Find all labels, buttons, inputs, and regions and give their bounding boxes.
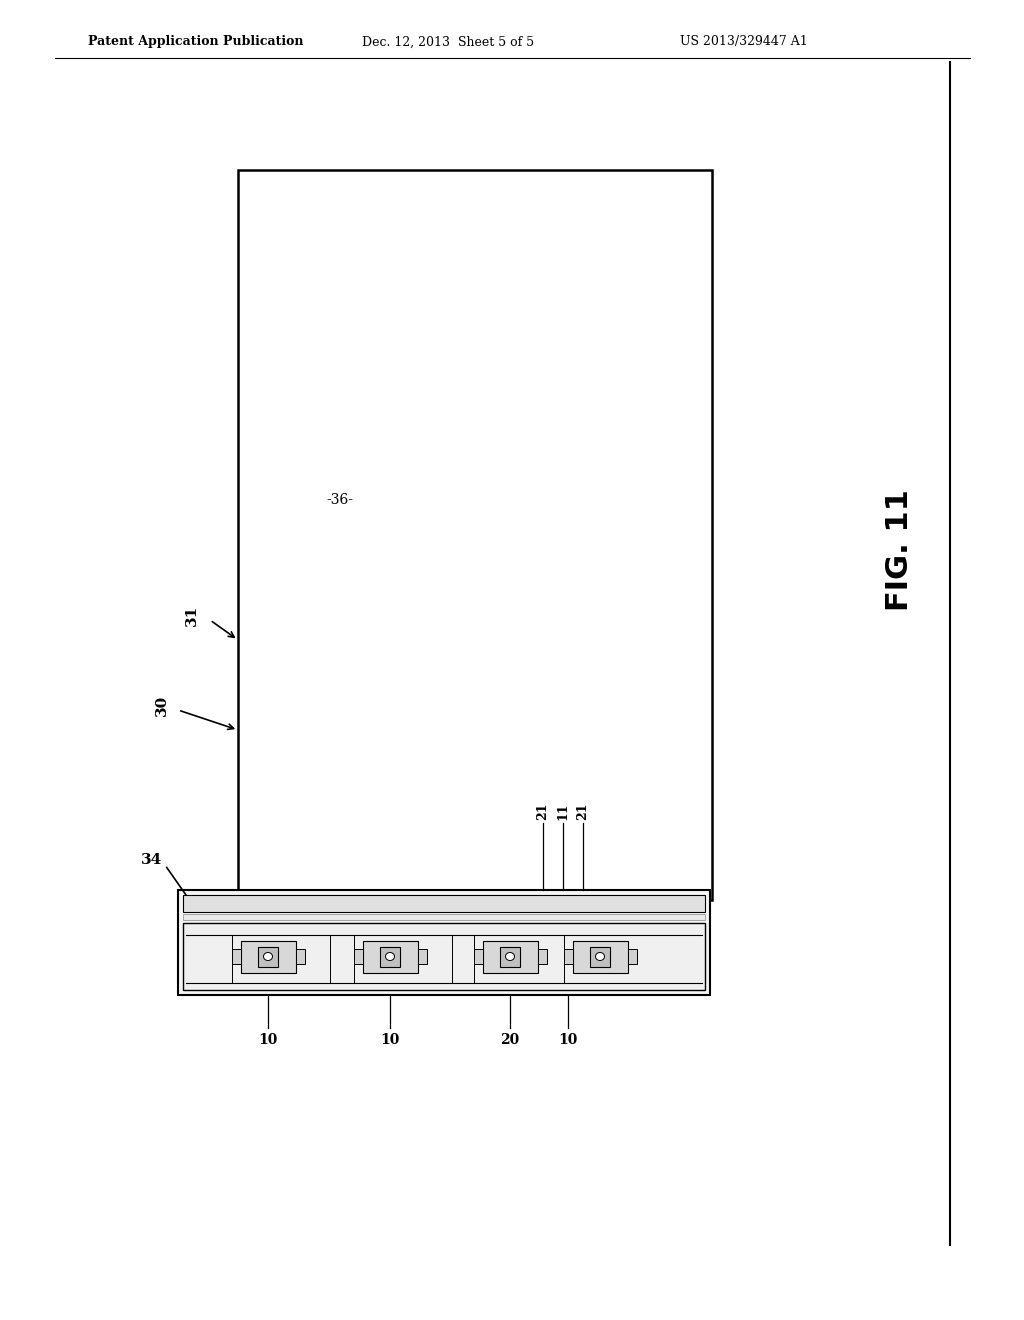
Bar bbox=[418, 949, 427, 964]
Bar bbox=[380, 946, 400, 966]
Ellipse shape bbox=[596, 953, 604, 961]
Bar bbox=[563, 949, 572, 964]
Text: 20: 20 bbox=[501, 1034, 519, 1047]
Text: US 2013/329447 A1: US 2013/329447 A1 bbox=[680, 36, 808, 49]
Text: 21: 21 bbox=[537, 803, 550, 820]
Text: 10: 10 bbox=[380, 1034, 399, 1047]
Bar bbox=[628, 949, 637, 964]
Text: 11: 11 bbox=[556, 803, 569, 820]
Text: -36-: -36- bbox=[327, 492, 353, 507]
Bar bbox=[296, 949, 304, 964]
Bar bbox=[572, 940, 628, 973]
Text: FIG. 11: FIG. 11 bbox=[886, 490, 914, 611]
Bar bbox=[590, 946, 610, 966]
Text: 10: 10 bbox=[558, 1034, 578, 1047]
Text: Dec. 12, 2013  Sheet 5 of 5: Dec. 12, 2013 Sheet 5 of 5 bbox=[362, 36, 535, 49]
Text: 30: 30 bbox=[155, 694, 169, 715]
Bar bbox=[238, 170, 712, 900]
Text: 31: 31 bbox=[185, 605, 199, 626]
Ellipse shape bbox=[506, 953, 514, 961]
Text: 34: 34 bbox=[141, 853, 163, 867]
Bar bbox=[258, 946, 278, 966]
Bar bbox=[178, 890, 710, 995]
Bar bbox=[353, 949, 362, 964]
Bar bbox=[538, 949, 547, 964]
Bar bbox=[473, 949, 482, 964]
Bar bbox=[183, 895, 705, 912]
Text: 21: 21 bbox=[577, 803, 590, 820]
Bar bbox=[241, 940, 296, 973]
Ellipse shape bbox=[263, 953, 272, 961]
Bar bbox=[231, 949, 241, 964]
Bar bbox=[362, 940, 418, 973]
Bar bbox=[482, 940, 538, 973]
Text: Patent Application Publication: Patent Application Publication bbox=[88, 36, 303, 49]
Bar bbox=[500, 946, 520, 966]
Text: 10: 10 bbox=[258, 1034, 278, 1047]
Ellipse shape bbox=[385, 953, 394, 961]
Bar bbox=[183, 923, 705, 990]
Bar bbox=[183, 913, 705, 920]
